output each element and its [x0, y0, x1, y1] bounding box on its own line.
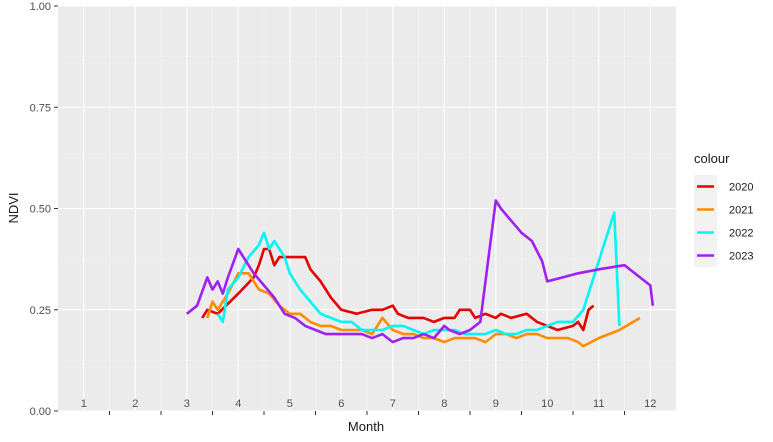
x-axis-title: Month: [348, 419, 384, 434]
x-tick-label: 4: [235, 398, 241, 410]
y-axis-title: NDVI: [6, 192, 21, 223]
x-tick-label: 12: [644, 398, 656, 410]
series-line-2023: [185, 199, 655, 344]
x-tick-label: 3: [184, 398, 190, 410]
legend-label-2020: 2020: [729, 182, 753, 194]
x-tick-label: 9: [493, 398, 499, 410]
y-tick-label: 1.00: [30, 1, 51, 13]
x-tick-label: 10: [541, 398, 553, 410]
y-axis: 0.00 0.25 0.50 0.75 1.00: [30, 1, 58, 418]
x-tick-label: 11: [593, 398, 604, 410]
x-tick-label: 8: [441, 398, 447, 410]
x-axis: [109, 411, 625, 415]
series-line-2021: [206, 272, 641, 348]
x-tick-label: 5: [287, 398, 293, 410]
legend-title: colour: [694, 151, 730, 166]
y-tick-label: 0.25: [30, 305, 51, 317]
x-tick-label: 2: [132, 398, 138, 410]
y-tick-label: 0.75: [30, 102, 51, 114]
x-tick-label: 6: [338, 398, 344, 410]
series-line-2022: [216, 211, 621, 336]
y-tick-label: 0.00: [30, 406, 51, 418]
x-tick-labels: 1 2 3 4 5 6 7 8 9 10 11 12: [81, 398, 657, 410]
series-lines: [185, 199, 655, 348]
y-tick-label: 0.50: [30, 204, 51, 216]
x-tick-label: 1: [81, 398, 87, 410]
legend-label-2022: 2022: [729, 228, 753, 240]
legend-label-2021: 2021: [729, 205, 753, 217]
legend: colour 2020 2021 2022 2023: [694, 151, 753, 267]
legend-label-2023: 2023: [729, 251, 753, 263]
x-tick-label: 7: [390, 398, 396, 410]
